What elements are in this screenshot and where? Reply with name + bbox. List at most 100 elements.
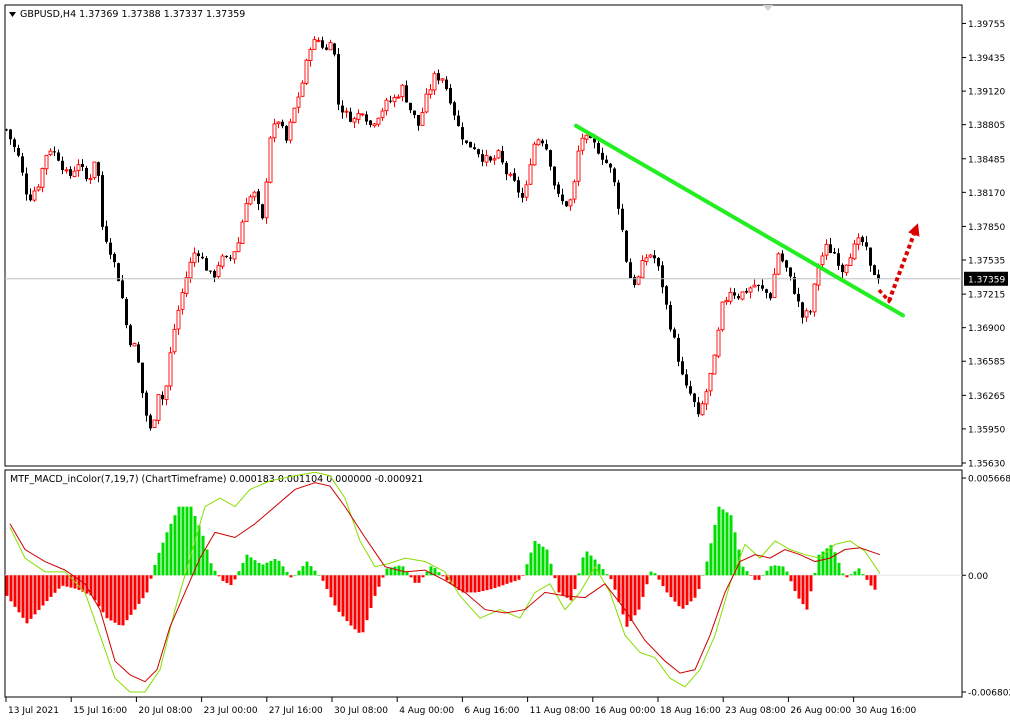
histogram-bar-down	[445, 575, 449, 581]
candle-body-bear	[129, 325, 132, 346]
candle-body-bull	[296, 96, 301, 108]
candle-body-bear	[557, 184, 560, 194]
trendline[interactable]	[574, 123, 905, 318]
histogram-bar-up	[245, 554, 249, 576]
time-tick-label: 16 Aug 00:00	[595, 706, 656, 716]
histogram-bar-down	[117, 575, 121, 626]
candle-body-bear	[29, 194, 32, 201]
candle-body-bull	[428, 89, 433, 95]
macd-pane-frame	[4, 469, 963, 698]
candle-body-bear	[57, 152, 60, 161]
histogram-bar-up	[425, 571, 429, 576]
histogram-bar-up	[765, 570, 769, 576]
candle-body-bear	[333, 43, 336, 55]
histogram-bar-up	[389, 567, 393, 576]
candle-body-bull	[156, 394, 161, 421]
histogram-bar-down	[133, 575, 137, 610]
histogram-bar-up	[861, 574, 865, 576]
shift-marker-icon[interactable]	[763, 5, 773, 11]
histogram-bar-down	[57, 575, 61, 589]
candle-body-bull	[356, 113, 361, 120]
candle-body-bull	[776, 253, 781, 275]
histogram-bar-down	[53, 575, 57, 593]
candle-body-bear	[201, 256, 204, 259]
histogram-bar-down	[141, 575, 145, 599]
candle-body-bear	[21, 156, 24, 173]
histogram-bar-up	[277, 560, 281, 576]
histogram-bar-down	[609, 575, 613, 580]
candle-body-bull	[852, 243, 857, 260]
candle-body-bull	[752, 284, 757, 288]
histogram-bar-down	[493, 575, 497, 588]
macd-pane[interactable]: MTF_MACD_inColor(7,19,7) (ChartTimeframe…	[4, 469, 963, 698]
candle-body-bull	[312, 39, 317, 50]
histogram-bar-down	[517, 575, 521, 580]
candle-body-bull	[392, 97, 397, 103]
candle-body-bear	[621, 208, 624, 230]
histogram-bar-up	[405, 571, 409, 576]
candle-body-bull	[252, 191, 257, 198]
candle-body-bear	[5, 129, 8, 131]
histogram-bar-down	[121, 575, 125, 626]
candle-body-bear	[437, 73, 440, 81]
candle-body-bear	[693, 393, 696, 403]
candle-body-bull	[724, 299, 729, 303]
histogram-bar-up	[285, 571, 289, 576]
price-pane[interactable]: GBPUSD,H4 1.37369 1.37388 1.37337 1.3735…	[4, 4, 963, 467]
histogram-bar-down	[13, 575, 17, 607]
histogram-bar-up	[721, 509, 725, 576]
candle-body-bull	[712, 354, 717, 375]
macd-line	[9, 482, 881, 683]
histogram-bar-down	[673, 575, 677, 602]
histogram-bar-down	[77, 575, 81, 590]
histogram-bar-up	[649, 571, 653, 576]
forecast-arrow[interactable]	[887, 233, 916, 302]
histogram-bar-down	[625, 575, 629, 627]
histogram-bar-down	[461, 575, 465, 593]
candle-body-bull	[820, 255, 825, 265]
candle-body-bear	[229, 257, 232, 259]
histogram-bar-up	[549, 563, 553, 576]
candle-body-bear	[405, 85, 408, 103]
histogram-bar-down	[485, 575, 489, 591]
candle-body-bull	[772, 273, 777, 298]
candle-body-bear	[197, 253, 200, 257]
histogram-bar-down	[37, 575, 41, 610]
triangle-down-icon[interactable]	[9, 12, 16, 17]
indicator-header: MTF_MACD_inColor(7,19,7) (ChartTimeframe…	[10, 474, 423, 485]
arrow-tail-icon	[877, 288, 894, 304]
candle-body-bear	[689, 386, 692, 394]
histogram-bar-down	[45, 575, 49, 602]
candle-body-bear	[261, 204, 264, 219]
candle-body-bear	[9, 129, 12, 140]
histogram-bar-down	[93, 575, 97, 601]
candle-body-bull	[172, 328, 177, 353]
histogram-bar-down	[809, 575, 813, 592]
histogram-bar-up	[209, 563, 213, 576]
histogram-bar-down	[413, 575, 417, 583]
histogram-bar-up	[849, 574, 853, 576]
candle-body-bear	[633, 277, 636, 285]
histogram-bar-down	[125, 575, 129, 621]
candle-body-bull	[528, 164, 533, 185]
histogram-bar-up	[537, 543, 541, 576]
histogram-bar-up	[533, 540, 537, 576]
candle-body-bull	[248, 196, 253, 205]
histogram-bar-up	[305, 561, 309, 576]
histogram-bar-up	[213, 570, 217, 576]
candle-body-bull	[424, 93, 429, 113]
price-tick-label: 1.35630	[968, 460, 1005, 470]
histogram-bar-down	[453, 575, 457, 587]
histogram-bar-up	[737, 549, 741, 576]
price-tick-label: 1.39755	[968, 20, 1005, 30]
histogram-bar-down	[337, 575, 341, 612]
candle-body-bear	[673, 329, 676, 338]
candle-body-bull	[804, 310, 809, 318]
histogram-bar-down	[85, 575, 89, 594]
candle-body-bull	[708, 372, 713, 392]
histogram-bar-up	[541, 546, 545, 576]
candle-body-bear	[413, 110, 416, 116]
histogram-bar-up	[257, 562, 261, 576]
candle-body-bear	[85, 167, 88, 180]
